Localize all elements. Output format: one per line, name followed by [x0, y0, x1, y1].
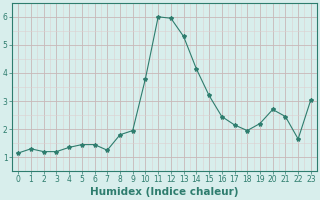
- X-axis label: Humidex (Indice chaleur): Humidex (Indice chaleur): [90, 187, 239, 197]
